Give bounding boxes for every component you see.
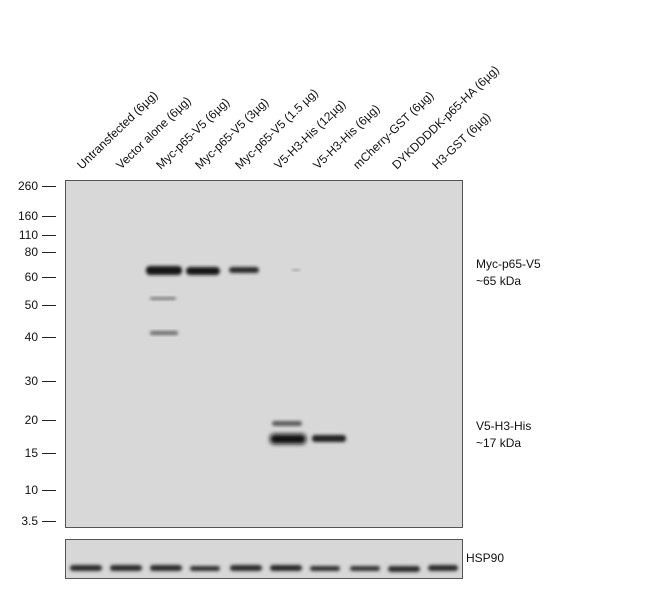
marker-tick [42, 186, 56, 187]
band-hsp90-lane4 [190, 566, 220, 571]
hsp90-blot-bands [70, 565, 458, 572]
marker-50: 50 [24, 298, 38, 312]
annotation-p65-size: ~65 kDa [476, 274, 522, 288]
band-hsp90-lane1 [70, 565, 102, 571]
lane-label-4: Myc-p65-V5 (3µg) [192, 95, 272, 172]
marker-tick [42, 216, 56, 217]
band-p65-lane3 [146, 266, 182, 275]
marker-110: 110 [18, 228, 38, 242]
annotation-h3-size: ~17 kDa [476, 436, 522, 450]
band-p65-lane5 [229, 267, 259, 273]
marker-tick [42, 305, 56, 306]
band-hsp90-lane7 [310, 566, 340, 571]
annotation-hsp90: HSP90 [466, 551, 505, 565]
marker-tick [42, 420, 56, 421]
marker-tick [42, 252, 56, 253]
marker-160: 160 [17, 209, 38, 223]
marker-80: 80 [24, 245, 38, 259]
band-hsp90-lane2 [110, 565, 142, 571]
marker-tick [42, 521, 56, 522]
lane-labels: Untransfected (6µg) Vector alone (6µg) M… [0, 0, 650, 180]
band-p65-minor-50 [150, 297, 176, 300]
marker-tick [42, 453, 56, 454]
band-h3-lane6 [270, 434, 306, 444]
marker-tick [42, 381, 56, 382]
marker-tick [42, 337, 56, 338]
marker-tick [42, 235, 56, 236]
band-hsp90-lane6 [270, 565, 302, 571]
marker-40: 40 [24, 330, 38, 344]
band-p65-lane4 [186, 267, 220, 275]
band-hsp90-lane10 [428, 565, 458, 571]
band-hsp90-lane8 [350, 566, 380, 571]
marker-10: 10 [24, 483, 38, 497]
band-p65-lane6-faint [292, 269, 300, 271]
annotation-h3: V5-H3-His ~17 kDa [476, 418, 531, 452]
marker-tick [42, 490, 56, 491]
band-p65-minor-42 [150, 331, 178, 335]
hsp90-blot-membrane [65, 539, 463, 579]
main-blot-membrane [65, 180, 463, 528]
marker-30: 30 [24, 374, 38, 388]
marker-3-5: 3.5 [21, 514, 38, 528]
annotation-p65-name: Myc-p65-V5 [476, 257, 541, 271]
marker-60: 60 [24, 270, 38, 284]
band-hsp90-lane5 [230, 565, 262, 571]
marker-20: 20 [24, 413, 38, 427]
band-h3-lane7 [312, 435, 346, 442]
band-hsp90-lane9 [388, 566, 420, 572]
annotation-h3-name: V5-H3-His [476, 419, 532, 433]
marker-tick [42, 277, 56, 278]
annotation-p65: Myc-p65-V5 ~65 kDa [476, 256, 541, 290]
band-hsp90-lane3 [150, 565, 182, 571]
marker-260: 260 [17, 179, 38, 193]
marker-15: 15 [24, 446, 38, 460]
main-blot-bands [146, 266, 346, 444]
band-h3-upper-lane6 [272, 421, 302, 426]
molecular-weight-ladder: 260 160 110 80 60 50 40 30 20 15 10 3.5 [0, 179, 66, 528]
